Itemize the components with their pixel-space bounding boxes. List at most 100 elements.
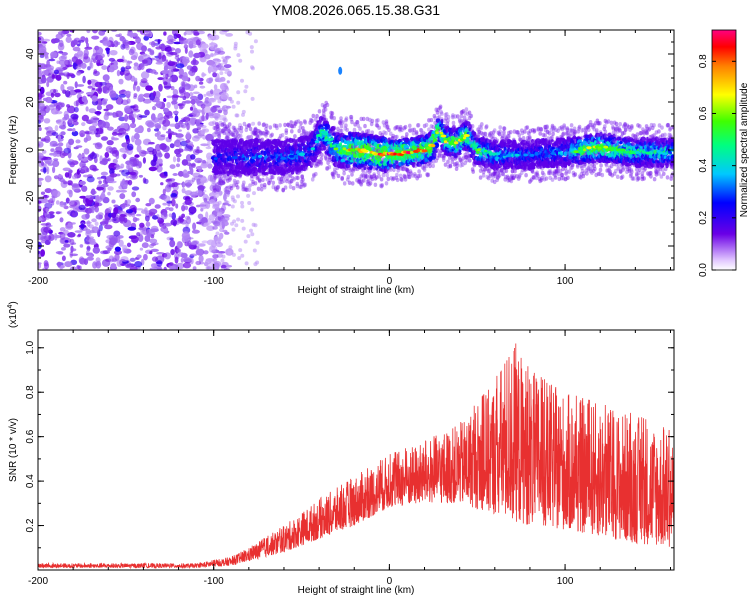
noise-blob xyxy=(111,150,120,157)
noise-blob xyxy=(145,212,150,216)
noise-blob xyxy=(192,91,200,95)
noise-blob xyxy=(217,134,222,139)
noise-blob xyxy=(126,199,132,205)
noise-blob xyxy=(102,218,109,223)
noise-blob xyxy=(86,245,91,252)
ridge-halo xyxy=(267,180,271,185)
noise-blob xyxy=(100,171,108,176)
noise-blob xyxy=(100,175,107,179)
ridge-halo xyxy=(319,161,324,166)
noise-blob xyxy=(217,200,222,205)
ridge-halo xyxy=(228,176,233,181)
noise-blob xyxy=(133,93,138,98)
ridge-halo xyxy=(259,183,264,188)
noise-blob xyxy=(127,115,134,120)
ridge-halo xyxy=(323,107,328,112)
noise-blob xyxy=(96,59,101,67)
ridge-halo xyxy=(212,185,217,191)
noise-blob xyxy=(81,185,88,192)
ridge-halo xyxy=(344,123,348,128)
noise-blob xyxy=(95,127,104,135)
noise-blob xyxy=(224,176,229,181)
noise-blob xyxy=(163,211,168,218)
noise-blob xyxy=(197,160,202,163)
noise-blob xyxy=(155,97,160,102)
noise-blob xyxy=(134,35,140,39)
ridge-halo xyxy=(276,184,281,190)
ridge-halo xyxy=(272,123,277,128)
ridge-cell xyxy=(291,138,297,143)
ridge-halo xyxy=(215,124,220,129)
ridge-halo xyxy=(215,182,219,187)
noise-blob xyxy=(116,58,124,63)
noise-blob xyxy=(150,234,155,239)
noise-blob xyxy=(155,61,163,65)
ridge-halo xyxy=(455,163,460,168)
noise-blob xyxy=(196,221,202,225)
ridge-halo xyxy=(280,160,284,165)
ridge-halo xyxy=(292,123,297,129)
noise-blob xyxy=(198,174,203,178)
noise-blob xyxy=(149,208,158,215)
ridge-halo xyxy=(274,185,278,190)
noise-blob xyxy=(38,205,42,213)
noise-blob xyxy=(181,75,189,82)
noise-blob xyxy=(168,77,172,82)
ridge-halo xyxy=(241,187,245,192)
noise-blob xyxy=(70,113,79,120)
noise-blob xyxy=(67,232,76,238)
noise-blob xyxy=(99,82,107,86)
noise-blob xyxy=(243,89,248,94)
ridge-halo xyxy=(246,134,251,140)
ridge-halo xyxy=(426,172,431,177)
ridge-halo xyxy=(279,177,284,182)
noise-blob xyxy=(212,120,217,125)
ridge-halo xyxy=(385,172,389,178)
noise-blob xyxy=(44,127,49,130)
noise-blob xyxy=(158,220,164,228)
noise-blob xyxy=(62,120,66,127)
ridge-halo xyxy=(231,132,235,137)
noise-blob xyxy=(102,86,107,94)
noise-blob xyxy=(129,257,136,262)
noise-blob xyxy=(164,152,171,159)
noise-blob xyxy=(120,43,126,50)
noise-blob xyxy=(113,204,119,208)
noise-blob xyxy=(101,136,108,141)
noise-blob xyxy=(81,114,89,122)
noise-blob xyxy=(66,104,71,108)
ridge-halo xyxy=(220,179,225,185)
ridge-halo xyxy=(300,174,305,180)
noise-blob xyxy=(76,168,80,175)
ridge-halo xyxy=(227,187,232,193)
noise-blob xyxy=(134,132,140,140)
noise-blob xyxy=(67,180,73,186)
noise-blob xyxy=(176,163,180,168)
noise-blob xyxy=(85,106,89,112)
ridge-halo xyxy=(298,184,302,189)
ridge-halo xyxy=(237,133,241,139)
ridge-halo xyxy=(288,184,293,189)
noise-blob xyxy=(166,182,173,189)
noise-blob xyxy=(111,131,118,136)
noise-blob xyxy=(221,221,230,226)
noise-blob xyxy=(40,223,49,226)
ridge-halo xyxy=(380,183,385,188)
ridge-halo xyxy=(440,111,444,116)
noise-blob xyxy=(92,246,101,254)
ridge-halo xyxy=(257,129,262,134)
ridge-halo xyxy=(304,166,309,171)
noise-blob xyxy=(149,238,158,244)
ridge-halo xyxy=(344,116,349,121)
noise-blob xyxy=(226,135,230,140)
ridge-halo xyxy=(258,178,262,184)
noise-blob xyxy=(65,224,74,230)
ridge-halo xyxy=(225,124,229,129)
noise-blob xyxy=(211,63,217,67)
noise-blob xyxy=(167,61,176,67)
ridge-halo xyxy=(331,175,336,180)
ridge-halo xyxy=(294,119,299,125)
ridge-halo xyxy=(446,159,450,164)
ridge-halo xyxy=(290,178,294,184)
ridge-halo xyxy=(254,127,258,133)
